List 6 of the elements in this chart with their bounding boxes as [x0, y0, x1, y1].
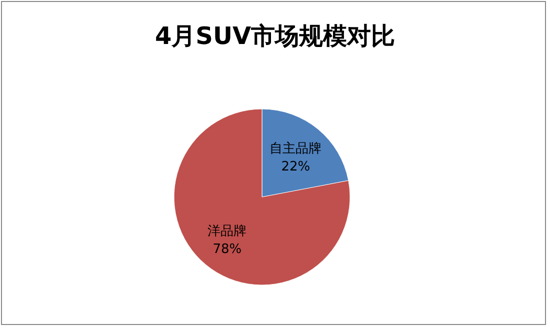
chart-title: 4月SUV市场规模对比	[154, 22, 396, 50]
data-label: 78%	[212, 242, 242, 258]
pie-slice	[174, 108, 350, 286]
slice-label: 洋品牌	[208, 224, 247, 240]
data-label: 22%	[281, 159, 310, 174]
slice-label: 自主品牌	[270, 140, 322, 156]
